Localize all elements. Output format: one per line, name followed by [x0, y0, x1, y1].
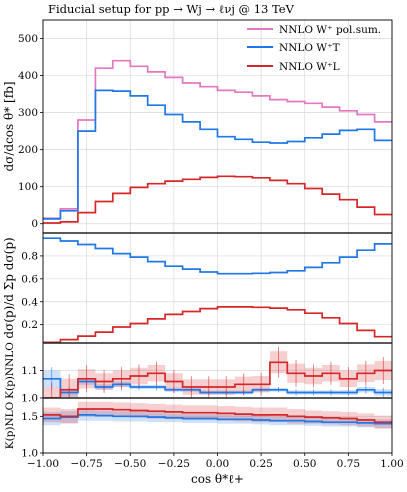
- series-line-longitudinal: [43, 175, 392, 224]
- panel-separators: [43, 232, 392, 399]
- panel-series: [43, 401, 392, 429]
- series-line-transverse: [43, 89, 392, 220]
- y-tick-label: 0.6: [21, 273, 38, 285]
- x-tick-label: 0.00: [206, 458, 229, 470]
- legend-label-transverse: NNLO W⁺T: [279, 42, 340, 54]
- series-line-longitudinal: [43, 306, 392, 343]
- y-tick-label: 1.0: [21, 448, 38, 460]
- panel-k-factor-nnlo: 1.0 1.1: [21, 342, 393, 405]
- series-line-longitudinal: [43, 408, 392, 424]
- panel-series: [43, 237, 392, 343]
- y-tick-label: 1.1: [21, 365, 38, 377]
- y-tick-label: 0.8: [21, 250, 38, 262]
- y-axis-labels: dσ/dcos θ* [fb] dσ(p)/d Σp dσ(p) K(p)NNLO K…: [2, 81, 16, 449]
- x-axis-label: cos θ*ℓ+: [191, 472, 244, 486]
- y-axis-label-fractions: dσ(p)/d Σp dσ(p): [2, 237, 16, 338]
- y-axis-label-k-factor-nlo: K(p)NLO: [4, 401, 16, 449]
- x-tick-label: −0.50: [114, 458, 146, 470]
- y-tick-label: 100: [18, 181, 38, 193]
- y-tick-label: 400: [18, 70, 38, 82]
- y-tick-label: 0.4: [21, 296, 38, 308]
- y-axis-label-cross-section: dσ/dcos θ* [fb]: [2, 81, 16, 171]
- x-tick-label: −0.25: [158, 458, 190, 470]
- legend: NNLO W⁺ pol.sum. NNLO W⁺T NNLO W⁺L: [247, 24, 381, 73]
- y-tick-label: 200: [18, 144, 38, 156]
- panel-fractions: 0.2 0.4 0.6 0.8: [21, 232, 393, 344]
- series-line-transverse: [43, 377, 392, 394]
- x-tick-label: 0.75: [337, 458, 360, 470]
- panel-series: [43, 59, 392, 224]
- y-tick-label: 500: [18, 33, 38, 45]
- panel-series: [43, 346, 392, 398]
- x-tick-label: 0.50: [293, 458, 316, 470]
- panel-cross-section: 0 100 200 300 400 500: [18, 19, 393, 234]
- legend-label-longitudinal: NNLO W⁺L: [279, 61, 340, 73]
- y-axis-label-k-factor-nnlo: K(p)NNLO: [4, 342, 16, 399]
- series-line-transverse: [43, 237, 392, 275]
- series-line-pol_sum: [43, 59, 392, 220]
- y-tick-label: 1.0: [21, 393, 38, 405]
- series-line-transverse: [43, 414, 392, 425]
- panel-k-factor-nlo: 1.0 1.5: [21, 397, 393, 460]
- x-tick-label: 0.25: [249, 458, 272, 470]
- x-tick-label: −1.00: [27, 458, 59, 470]
- x-tick-label: 1.00: [380, 458, 403, 470]
- y-tick-label: 300: [18, 107, 38, 119]
- y-tick-label: 0: [31, 218, 38, 230]
- x-tick-label: −0.75: [71, 458, 103, 470]
- plot-panels: 0 100 200 300 400 500 0.2 0.4 0.6 0.8 1.0 1.1 1.0 1.5: [18, 19, 393, 460]
- y-tick-label: 0.2: [21, 319, 38, 331]
- chart-title: Fiducial setup for pp → Wj → ℓνj @ 13 Te…: [48, 2, 295, 16]
- legend-label-pol_sum: NNLO W⁺ pol.sum.: [279, 24, 381, 36]
- x-axis: −1.00 −0.75 −0.50 −0.25 0.00 0.25 0.50 0.75 1.00…: [27, 453, 404, 486]
- series-line-longitudinal: [43, 361, 392, 398]
- y-tick-label: 1.5: [21, 411, 38, 423]
